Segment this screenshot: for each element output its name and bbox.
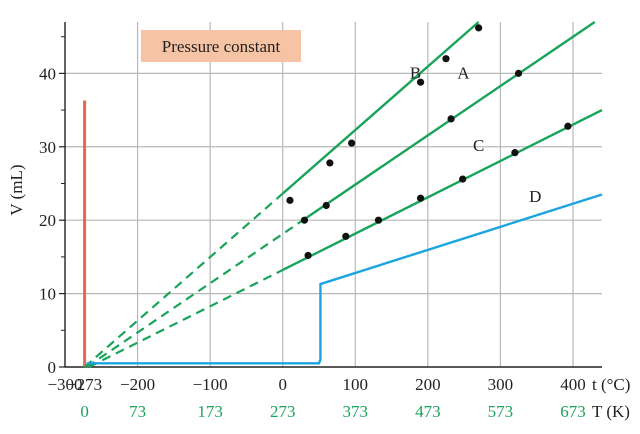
x-tick-label-kelvin: 673 [560, 402, 586, 421]
x-tick-label-celsius: 300 [488, 375, 514, 394]
x-tick-label-kelvin: 73 [129, 402, 146, 421]
x-axis-label-kelvin: T (K) [592, 402, 630, 421]
series-extrapolation-b [83, 192, 284, 368]
data-point-b [442, 55, 450, 63]
title-background [141, 30, 301, 62]
data-point-c [342, 232, 350, 240]
y-axis-label: V (mL) [7, 164, 26, 215]
axes [59, 22, 602, 368]
x-tick-label-celsius: −100 [193, 375, 228, 394]
y-tick-label: 40 [39, 64, 56, 83]
x-tick-label-celsius: 0 [278, 375, 287, 394]
y-tick-label: 30 [39, 138, 56, 157]
series-label-a: A [457, 64, 470, 83]
data-point-b [475, 24, 483, 32]
x-tick-label-celsius: −200 [120, 375, 155, 394]
series-layer [83, 21, 603, 368]
data-point-c [304, 251, 312, 260]
data-point-a [514, 69, 523, 77]
x-tick-label-celsius: −300 [47, 375, 82, 394]
series-line-b [281, 21, 480, 195]
data-point-b [286, 196, 294, 204]
data-point-b [326, 159, 334, 167]
data-point-a [447, 115, 455, 123]
y-tick-label: 0 [48, 358, 57, 377]
series-label-b: B [410, 64, 421, 83]
x-tick-label-celsius: −273 [67, 375, 102, 394]
series-line-c [282, 109, 603, 272]
data-point-b [348, 139, 356, 147]
y-tick-label: 10 [39, 285, 56, 304]
grid [65, 22, 602, 367]
series-label-c: C [473, 136, 484, 155]
data-point-a [322, 201, 330, 210]
x-tick-label-kelvin: 573 [488, 402, 514, 421]
x-tick-label-kelvin: 173 [197, 402, 223, 421]
x-tick-label-celsius: 400 [560, 375, 586, 394]
data-point-c [374, 216, 383, 224]
x-tick-label-kelvin: 0 [80, 402, 89, 421]
title-box: Pressure constant [141, 30, 301, 62]
data-point-c [416, 194, 425, 202]
data-point-c [511, 149, 519, 157]
data-point-c [459, 175, 467, 183]
chart-title: Pressure constant [162, 37, 281, 56]
x-tick-label-kelvin: 373 [343, 402, 369, 421]
x-tick-label-celsius: 200 [415, 375, 441, 394]
data-point-c [564, 122, 572, 130]
series-label-d: D [529, 187, 541, 206]
data-point-a [300, 216, 309, 224]
x-axis-label-celsius: t (°C) [592, 375, 630, 394]
x-tick-label-kelvin: 473 [415, 402, 441, 421]
x-tick-label-kelvin: 273 [270, 402, 296, 421]
series-line-d [86, 193, 603, 365]
x-tick-label-celsius: 100 [343, 375, 369, 394]
data-point-b [416, 78, 425, 86]
y-tick-label: 20 [39, 211, 56, 230]
series-extrapolation-c [88, 268, 284, 368]
